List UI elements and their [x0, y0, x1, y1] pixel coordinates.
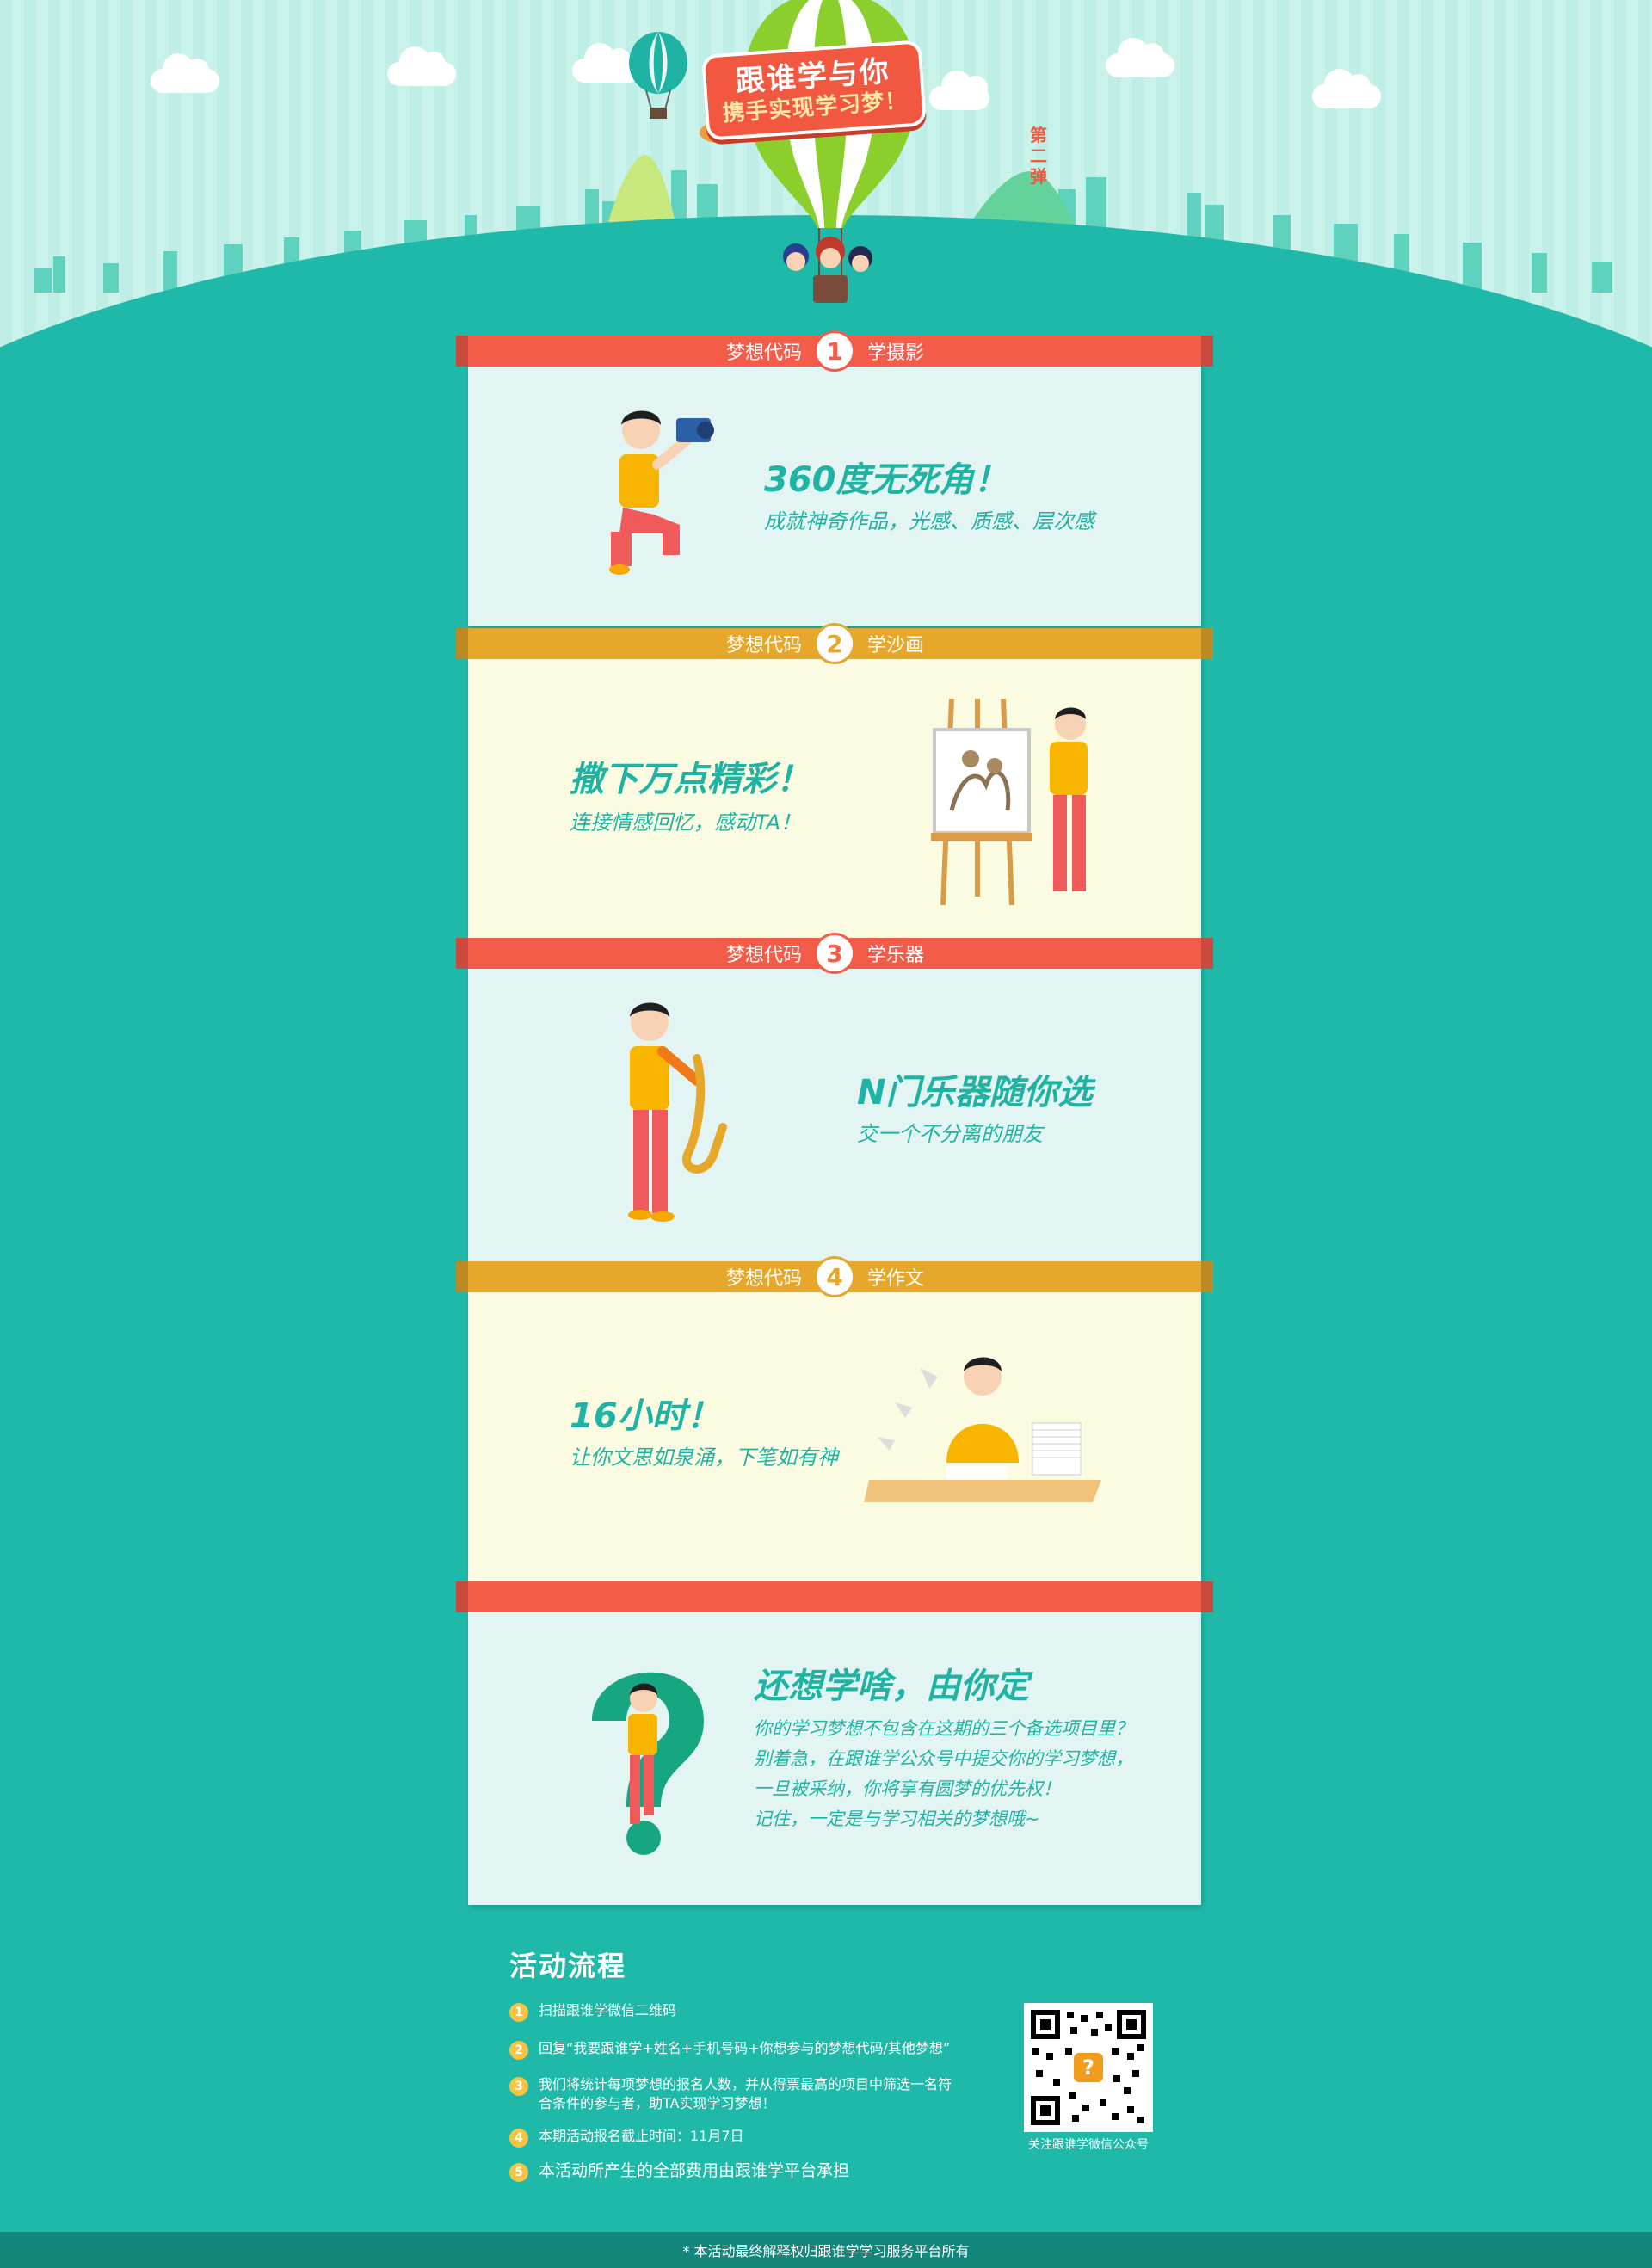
footer-text: * 本活动最终解释权归跟谁学学习服务平台所有 — [682, 2243, 970, 2259]
small-balloon-icon — [629, 32, 687, 119]
svg-text:?: ? — [1082, 2055, 1094, 2080]
ribbon-number-badge: 3 — [814, 933, 855, 974]
section-headline: 16小时！ — [570, 1396, 721, 1436]
step-text: 扫描跟谁学微信二维码 — [539, 2002, 677, 2018]
cloud-icon — [387, 46, 456, 86]
ribbon-course-name: 学乐器 — [867, 945, 925, 966]
hero-title-banner: 跟谁学与你 携手实现学习梦！ — [700, 40, 928, 141]
other-dreams-line: 你的学习梦想不包含在这期的三个备选项目里？ — [754, 1718, 1133, 1739]
footer-notice: * 本活动最终解释权归跟谁学学习服务平台所有 — [0, 2232, 1652, 2268]
ribbon-number-badge: 2 — [814, 623, 855, 664]
other-dreams-line: 别着急，在跟谁学公众号中提交你的学习梦想， — [754, 1748, 1133, 1769]
cloud-icon — [151, 53, 219, 93]
process-step: 4 本期活动报名截止时间：11月7日 — [509, 2127, 744, 2148]
ribbon-blank — [456, 1581, 1213, 1612]
step-number-badge: 1 — [509, 2003, 528, 2022]
issue-tag: 第二弹 — [1030, 125, 1047, 187]
ribbon-course-name: 学作文 — [867, 1268, 925, 1290]
ribbon-label: 梦想代码 — [725, 945, 802, 966]
step-text: 我们将统计每项梦想的报名人数，并从得票最高的项目中筛选一名符合条件的参与者，助T… — [539, 2076, 952, 2111]
sand-painter-illustration — [931, 699, 1088, 905]
other-dreams-line: 记住，一定是与学习相关的梦想哦~ — [754, 1809, 1040, 1829]
wechat-qr-code[interactable]: ? — [1024, 2003, 1153, 2132]
step-number-badge: 4 — [509, 2129, 528, 2148]
cloud-icon — [1312, 69, 1381, 108]
section-photography — [468, 351, 1201, 626]
step-number-badge: 3 — [509, 2077, 528, 2096]
step-number-badge: 5 — [509, 2163, 528, 2182]
photographer-illustration — [609, 410, 714, 575]
ribbon-label: 梦想代码 — [725, 1268, 802, 1290]
ribbon-dream-code-1: 梦想代码 1 学摄影 — [456, 330, 1213, 372]
step-text: 本活动所产生的全部费用由跟谁学平台承担 — [539, 2161, 850, 2180]
process-step: 1 扫描跟谁学微信二维码 — [509, 2001, 676, 2022]
process-step: 3 我们将统计每项梦想的报名人数，并从得票最高的项目中筛选一名符合条件的参与者，… — [509, 2075, 952, 2113]
ribbon-dream-code-4: 梦想代码 4 学作文 — [456, 1256, 1213, 1297]
qr-code-icon: ? — [1031, 2010, 1146, 2125]
section-instrument — [468, 953, 1201, 1263]
ribbon-course-name: 学摄影 — [867, 342, 925, 364]
ribbon-dream-code-3: 梦想代码 3 学乐器 — [456, 933, 1213, 974]
ribbon-course-name: 学沙画 — [867, 635, 925, 656]
process-step: 5 本活动所产生的全部费用由跟谁学平台承担 — [509, 2161, 849, 2182]
ribbon-number-badge: 1 — [814, 330, 855, 372]
cloud-icon — [1106, 38, 1174, 77]
process-step: 2 回复“我要跟谁学+姓名+手机号码+你想参与的梦想代码/其他梦想” — [509, 2039, 950, 2060]
step-text: 回复“我要跟谁学+姓名+手机号码+你想参与的梦想代码/其他梦想” — [539, 2040, 951, 2056]
section-other-dreams — [468, 1609, 1201, 1905]
writer-illustration — [864, 1357, 1101, 1502]
qr-caption: 关注跟谁学微信公众号 — [1028, 2138, 1149, 2152]
section-headline: 360度无死角！ — [764, 460, 1008, 500]
ribbon-number-badge: 4 — [814, 1256, 855, 1297]
section-subline: 连接情感回忆，感动TA！ — [570, 810, 801, 835]
other-dreams-line: 一旦被采纳，你将享有圆梦的优先权！ — [754, 1778, 1061, 1799]
step-number-badge: 2 — [509, 2041, 528, 2060]
saxophone-player-illustration — [628, 1002, 727, 1222]
step-text: 本期活动报名截止时间：11月7日 — [539, 2128, 744, 2144]
ribbon-label: 梦想代码 — [725, 342, 802, 364]
section-subline: 让你文思如泉涌，下笔如有神 — [570, 1445, 838, 1470]
ribbon-dream-code-2: 梦想代码 2 学沙画 — [456, 623, 1213, 664]
other-dreams-headline: 还想学啥，由你定 — [754, 1667, 1029, 1706]
question-mark-illustration — [592, 1672, 704, 1855]
section-headline: N门乐器随你选 — [857, 1073, 1093, 1112]
ribbon-label: 梦想代码 — [725, 635, 802, 656]
process-title: 活动流程 — [509, 1950, 627, 1982]
section-headline: 撒下万点精彩！ — [570, 760, 811, 799]
section-subline: 交一个不分离的朋友 — [857, 1122, 1043, 1146]
cloud-icon — [929, 71, 989, 110]
hero-banner: 跟谁学与你 携手实现学习梦！ 第二弹 — [0, 0, 1652, 361]
section-subline: 成就神奇作品，光感、质感、层次感 — [764, 509, 1094, 533]
